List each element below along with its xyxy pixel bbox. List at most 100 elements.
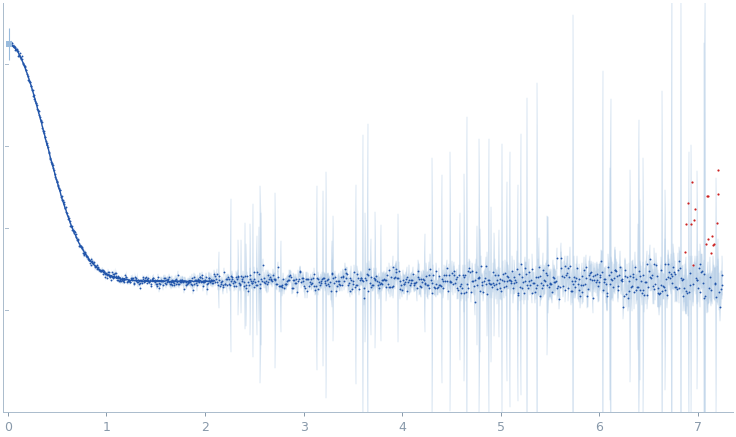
Point: [292, 277, 304, 284]
Point: [222, 275, 233, 282]
Point: [181, 281, 193, 288]
Point: [289, 276, 300, 283]
Point: [166, 280, 177, 287]
Point: [435, 282, 447, 289]
Point: [404, 281, 416, 288]
Point: [612, 283, 624, 290]
Point: [248, 269, 260, 276]
Point: [105, 277, 117, 284]
Point: [40, 138, 52, 145]
Point: [167, 278, 179, 285]
Point: [655, 281, 667, 288]
Point: [67, 227, 79, 234]
Point: [202, 281, 213, 288]
Point: [450, 276, 461, 283]
Point: [524, 281, 536, 288]
Point: [520, 277, 531, 284]
Point: [639, 278, 651, 285]
Point: [129, 274, 141, 281]
Point: [297, 277, 308, 284]
Point: [528, 279, 539, 286]
Point: [96, 267, 108, 274]
Point: [29, 96, 40, 103]
Point: [39, 134, 51, 141]
Point: [110, 269, 122, 276]
Point: [385, 274, 397, 281]
Point: [294, 268, 306, 275]
Point: [355, 274, 367, 281]
Point: [116, 274, 127, 281]
Point: [607, 283, 619, 290]
Point: [144, 279, 155, 286]
Point: [634, 272, 646, 279]
Point: [492, 272, 504, 279]
Point: [587, 294, 598, 301]
Point: [291, 279, 302, 286]
Point: [459, 271, 471, 278]
Point: [30, 100, 42, 107]
Point: [493, 280, 505, 287]
Point: [7, 42, 18, 49]
Point: [135, 277, 146, 284]
Point: [706, 249, 718, 256]
Point: [61, 209, 73, 216]
Point: [203, 274, 215, 281]
Point: [365, 283, 377, 290]
Point: [698, 271, 710, 277]
Point: [372, 278, 384, 285]
Point: [270, 281, 282, 288]
Point: [173, 281, 185, 288]
Point: [461, 267, 473, 274]
Point: [315, 277, 327, 284]
Point: [360, 277, 372, 284]
Point: [266, 278, 278, 285]
Point: [301, 276, 313, 283]
Point: [357, 277, 369, 284]
Point: [65, 222, 77, 229]
Point: [250, 281, 262, 288]
Point: [197, 272, 208, 279]
Point: [56, 193, 68, 200]
Point: [72, 236, 84, 243]
Point: [386, 283, 397, 290]
Point: [91, 262, 103, 269]
Point: [392, 274, 403, 281]
Point: [449, 279, 461, 286]
Point: [57, 197, 69, 204]
Point: [280, 280, 291, 287]
Point: [137, 274, 149, 281]
Point: [693, 264, 705, 271]
Point: [246, 280, 258, 287]
Point: [89, 263, 101, 270]
Point: [472, 274, 484, 281]
Point: [439, 277, 451, 284]
Point: [192, 277, 204, 284]
Point: [354, 277, 366, 284]
Point: [74, 243, 86, 250]
Point: [105, 273, 116, 280]
Point: [333, 280, 345, 287]
Point: [394, 277, 406, 284]
Point: [559, 262, 570, 269]
Point: [92, 264, 104, 271]
Point: [206, 279, 218, 286]
Point: [653, 291, 665, 298]
Point: [644, 255, 656, 262]
Point: [4, 41, 15, 48]
Point: [676, 277, 687, 284]
Point: [10, 45, 22, 52]
Point: [336, 273, 348, 280]
Point: [84, 260, 96, 267]
Point: [457, 272, 469, 279]
Point: [684, 282, 696, 289]
Point: [40, 134, 52, 141]
Point: [254, 284, 266, 291]
Point: [53, 185, 65, 192]
Point: [4, 40, 15, 47]
Point: [413, 276, 425, 283]
Point: [548, 278, 559, 285]
Point: [74, 243, 85, 250]
Point: [414, 282, 426, 289]
Point: [205, 277, 217, 284]
Point: [672, 266, 684, 273]
